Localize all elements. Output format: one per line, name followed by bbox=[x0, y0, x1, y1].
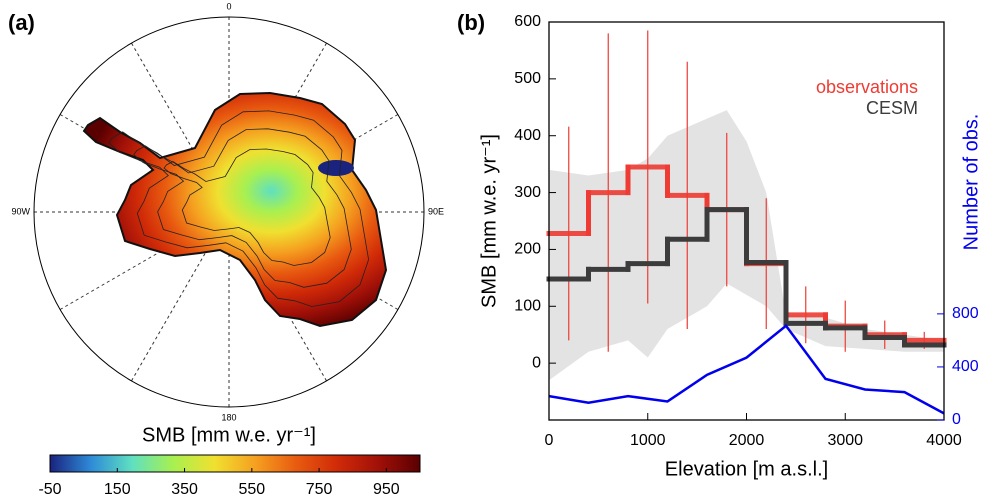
colorbar-tick-label: 550 bbox=[238, 481, 265, 498]
x-tick-label: 2000 bbox=[729, 432, 765, 449]
y-tick-label: 300 bbox=[514, 184, 541, 201]
panel-label: (b) bbox=[457, 10, 485, 35]
contour bbox=[108, 110, 370, 308]
meridian-label: 180 bbox=[221, 412, 236, 422]
meridian-label: 90E bbox=[428, 206, 444, 216]
colorbar-tick-label: 150 bbox=[104, 481, 131, 498]
y-tick-label: 200 bbox=[514, 241, 541, 258]
colorbar-tick-label: 950 bbox=[373, 481, 400, 498]
meridian-label: 0 bbox=[226, 1, 231, 11]
y-tick-label: 500 bbox=[514, 70, 541, 87]
colorbar-tick-label: 750 bbox=[306, 481, 333, 498]
y-tick-label: 400 bbox=[514, 127, 541, 144]
y-axis-label: SMB [mm w.e. yr⁻¹] bbox=[478, 134, 500, 308]
y-tick-label: 100 bbox=[514, 298, 541, 315]
panel-label: (a) bbox=[8, 10, 35, 35]
y2-axis-label: Number of obs. bbox=[960, 114, 982, 251]
x-tick-label: 0 bbox=[545, 432, 554, 449]
contour bbox=[133, 128, 352, 288]
colorbar-tick-label: -50 bbox=[38, 481, 61, 498]
meridian-label: 90W bbox=[11, 206, 30, 216]
ice-shelf bbox=[318, 160, 354, 176]
colorbar-tick-label: 350 bbox=[171, 481, 198, 498]
legend-entry: observations bbox=[816, 77, 918, 97]
y2-tick-label: 0 bbox=[952, 411, 961, 428]
legend-entry: CESM bbox=[866, 98, 918, 118]
x-tick-label: 3000 bbox=[827, 432, 863, 449]
colorbar bbox=[49, 454, 421, 473]
map-boundary bbox=[33, 16, 425, 408]
continent bbox=[82, 91, 388, 328]
x-axis-label: Elevation [m a.s.l.] bbox=[665, 458, 828, 480]
colorbar-label: SMB [mm w.e. yr⁻¹] bbox=[142, 424, 316, 446]
x-tick-label: 1000 bbox=[630, 432, 666, 449]
x-tick-label: 4000 bbox=[926, 432, 962, 449]
obs-count-line bbox=[548, 324, 945, 415]
y-tick-label: 0 bbox=[532, 354, 541, 371]
y2-tick-label: 400 bbox=[952, 358, 979, 375]
y2-tick-label: 800 bbox=[952, 305, 979, 322]
contour bbox=[163, 148, 331, 266]
y-tick-label: 600 bbox=[514, 13, 541, 30]
